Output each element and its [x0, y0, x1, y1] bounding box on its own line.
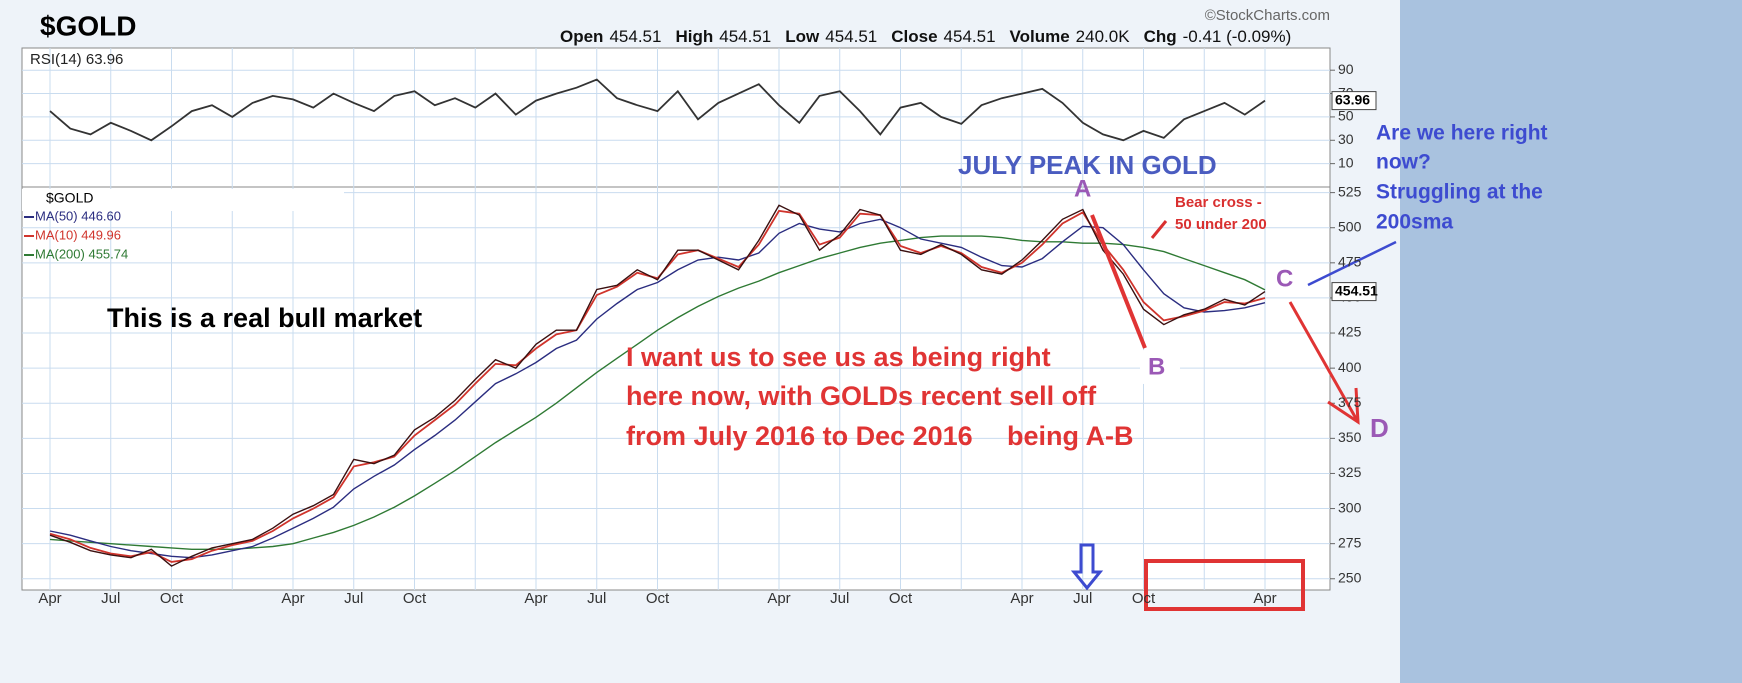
- y-tick-label: 325: [1338, 464, 1362, 480]
- x-tick-label: Jul: [830, 590, 849, 607]
- legend-title: $GOLD: [46, 190, 93, 206]
- rsi-title: RSI(14) 63.96: [30, 51, 123, 68]
- y-tick-label: 500: [1338, 218, 1362, 234]
- x-tick-label: Apr: [767, 590, 790, 607]
- quote-value: -0.41 (-0.09%): [1183, 27, 1292, 46]
- y-tick-label: 250: [1338, 569, 1362, 585]
- y-tick-label: 275: [1338, 534, 1362, 550]
- x-tick-label: Apr: [1010, 590, 1033, 607]
- annotation: This is a real bull market: [107, 303, 422, 333]
- annotation: JULY PEAK IN GOLD: [958, 150, 1217, 180]
- x-tick-label: Oct: [403, 590, 427, 607]
- series-line: [49, 204, 1266, 567]
- series-line: [49, 78, 1266, 142]
- value-tag-bg: [1331, 282, 1377, 302]
- annotation: D: [1370, 413, 1389, 443]
- quote-label: Low: [785, 27, 820, 46]
- annotation: Bear cross -: [1175, 194, 1262, 211]
- annotation: Struggling at the: [1376, 181, 1543, 204]
- x-tick-label: Apr: [38, 590, 61, 607]
- y-tick-label: 425: [1338, 324, 1362, 340]
- annotation: from July 2016 to Dec 2016: [626, 421, 973, 451]
- annotation: now?: [1376, 151, 1431, 174]
- quote-value: 454.51: [719, 27, 771, 46]
- down-arrow: [1070, 543, 1104, 591]
- x-tick-label: Oct: [160, 590, 184, 607]
- price-panel: [21, 186, 1331, 591]
- quote-label: Open: [560, 27, 603, 46]
- quote-label: Close: [891, 27, 937, 46]
- y-tick-label: 50: [1338, 108, 1354, 124]
- legend-label: MA(10) 449.96: [35, 227, 121, 242]
- legend-label: MA(50) 446.60: [35, 208, 121, 223]
- quote-label: High: [675, 27, 713, 46]
- annotation: C: [1276, 265, 1293, 292]
- annotation: A: [1074, 175, 1091, 202]
- lines: [49, 78, 1266, 567]
- annotation: 200sma: [1376, 211, 1453, 234]
- arrowhead: [1327, 387, 1360, 425]
- legend-label: MA(200) 455.74: [35, 246, 128, 261]
- y-tick-label: 350: [1338, 429, 1362, 445]
- annotation: here now, with GOLDs recent sell off: [626, 381, 1097, 411]
- value-tag-bg: [1331, 91, 1377, 111]
- x-tick-label: Jul: [1073, 590, 1092, 607]
- y-tick-label: 300: [1338, 499, 1362, 515]
- x-tick-label: Oct: [1132, 590, 1156, 607]
- x-tick-label: Apr: [281, 590, 304, 607]
- y-tick-label: 400: [1338, 359, 1362, 375]
- annotation: Are we here right: [1376, 122, 1548, 145]
- value-tag: 454.51: [1335, 282, 1378, 298]
- x-tick-label: Jul: [101, 590, 120, 607]
- pointer: [1307, 240, 1397, 287]
- x-tick-label: Oct: [889, 590, 913, 607]
- y-tick-label: 90: [1338, 61, 1354, 77]
- quote: Open 454.51 High 454.51 Low 454.51 Close 454.51…: [560, 27, 1291, 46]
- grid: [22, 48, 1335, 590]
- quote-value: 454.51: [609, 27, 661, 46]
- arrow-a-b: [1090, 214, 1147, 349]
- y-tick-label: 10: [1338, 154, 1354, 170]
- legend: MA(50) 446.60 MA(10) 449.96 MA(200) 455.74: [24, 208, 128, 261]
- x-tick-label: Apr: [1253, 590, 1276, 607]
- value-tag: 63.96: [1335, 91, 1370, 107]
- y-tick-label: 475: [1338, 254, 1362, 270]
- annotation: B: [1148, 353, 1165, 380]
- x-tick-label: Jul: [587, 590, 606, 607]
- chart-title: $GOLD: [40, 10, 136, 41]
- quote-value: 454.51: [944, 27, 996, 46]
- y-tick-label: 525: [1338, 183, 1362, 199]
- y-tick-label: 375: [1338, 394, 1362, 410]
- label-bg: [1140, 350, 1180, 384]
- quote-value: 454.51: [825, 27, 877, 46]
- annotation: being A-B: [1007, 421, 1133, 451]
- annotation: 50 under 200: [1175, 216, 1267, 233]
- x-tick-label: Jul: [344, 590, 363, 607]
- y-tick-label: 30: [1338, 131, 1354, 147]
- source: ©StockCharts.com: [1205, 7, 1330, 24]
- x-tick-label: Apr: [524, 590, 547, 607]
- arrow-c-d: [1288, 301, 1360, 423]
- quote-value: 240.0K: [1076, 27, 1131, 46]
- annotation: I want us to see us as being right: [626, 342, 1051, 372]
- highlight-box: [1144, 559, 1305, 611]
- x-tick-label: Oct: [646, 590, 670, 607]
- legend-header-bg: [22, 189, 344, 211]
- quote-label: Volume: [1010, 27, 1070, 46]
- series-line: [49, 218, 1266, 559]
- pointer: [1150, 220, 1168, 239]
- quote-label: Chg: [1144, 27, 1177, 46]
- series-line: [49, 209, 1266, 563]
